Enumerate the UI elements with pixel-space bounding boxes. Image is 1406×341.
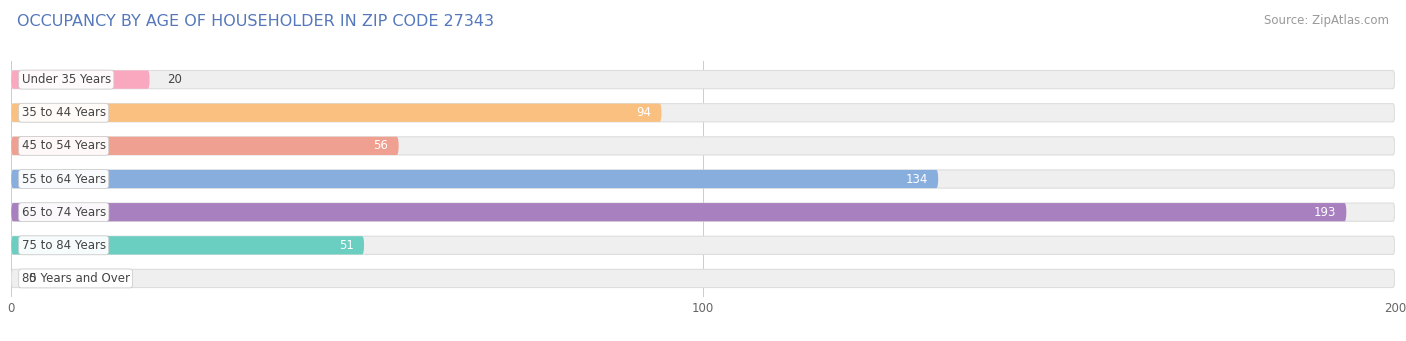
Text: 20: 20 [167, 73, 181, 86]
Text: 45 to 54 Years: 45 to 54 Years [21, 139, 105, 152]
FancyBboxPatch shape [11, 104, 1395, 122]
FancyBboxPatch shape [11, 71, 149, 89]
FancyBboxPatch shape [11, 236, 1395, 254]
Text: 35 to 44 Years: 35 to 44 Years [21, 106, 105, 119]
Text: 65 to 74 Years: 65 to 74 Years [21, 206, 105, 219]
FancyBboxPatch shape [11, 269, 1395, 287]
Text: 0: 0 [28, 272, 37, 285]
Text: 94: 94 [636, 106, 651, 119]
Text: 75 to 84 Years: 75 to 84 Years [21, 239, 105, 252]
Text: 56: 56 [374, 139, 388, 152]
FancyBboxPatch shape [11, 170, 938, 188]
FancyBboxPatch shape [11, 236, 364, 254]
FancyBboxPatch shape [11, 137, 1395, 155]
FancyBboxPatch shape [11, 71, 1395, 89]
FancyBboxPatch shape [11, 203, 1347, 221]
FancyBboxPatch shape [11, 170, 1395, 188]
Text: Under 35 Years: Under 35 Years [21, 73, 111, 86]
FancyBboxPatch shape [11, 137, 399, 155]
Text: 85 Years and Over: 85 Years and Over [21, 272, 129, 285]
FancyBboxPatch shape [11, 104, 661, 122]
FancyBboxPatch shape [11, 203, 1395, 221]
Text: 134: 134 [905, 173, 928, 186]
Text: 51: 51 [339, 239, 354, 252]
Text: OCCUPANCY BY AGE OF HOUSEHOLDER IN ZIP CODE 27343: OCCUPANCY BY AGE OF HOUSEHOLDER IN ZIP C… [17, 14, 494, 29]
Text: 55 to 64 Years: 55 to 64 Years [21, 173, 105, 186]
Text: Source: ZipAtlas.com: Source: ZipAtlas.com [1264, 14, 1389, 27]
Text: 193: 193 [1313, 206, 1336, 219]
